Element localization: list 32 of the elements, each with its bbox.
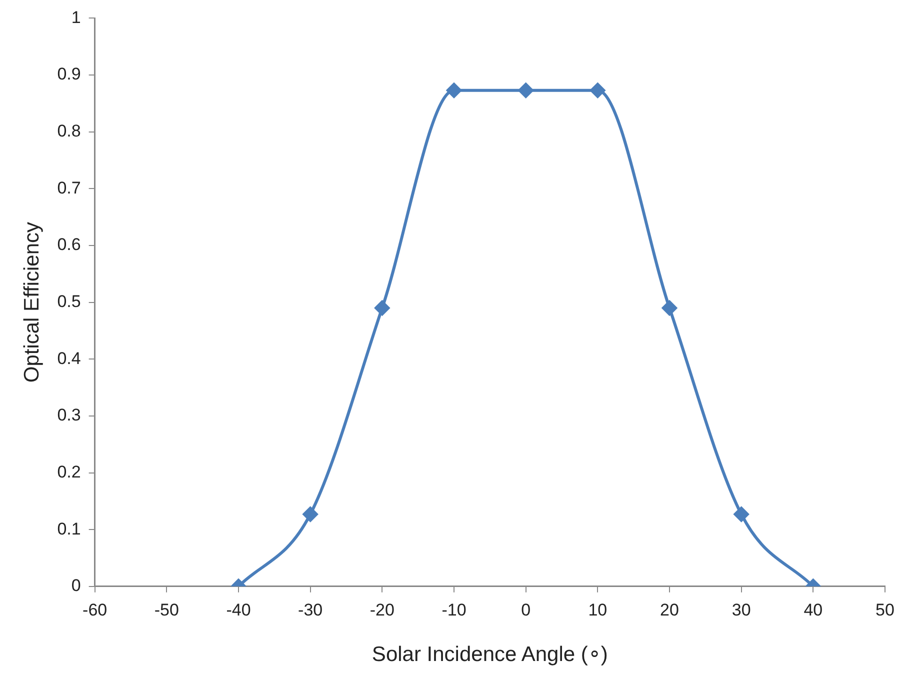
x-tick-label: 50 xyxy=(876,600,894,620)
x-tick-label: -60 xyxy=(82,600,108,620)
x-tick-label: -50 xyxy=(154,600,179,620)
y-tick-label: 1 xyxy=(71,8,81,27)
x-tick-label: -40 xyxy=(226,600,251,620)
point xyxy=(734,506,749,522)
y-tick-label: 0.2 xyxy=(57,462,81,482)
y-tick-label: 0.5 xyxy=(57,292,81,311)
x-tick-label: -20 xyxy=(370,600,394,620)
point xyxy=(518,82,534,98)
point xyxy=(374,300,390,316)
x-tick-label: 10 xyxy=(588,600,608,620)
y-axis-title: Optical Efficiency xyxy=(20,221,44,383)
x-axis-title: Solar Incidence Angle (∘) xyxy=(372,643,608,666)
x-tick-label: 0 xyxy=(521,600,531,620)
point xyxy=(590,82,606,98)
y-tick-label: 0.1 xyxy=(57,519,81,538)
x-tick-label: -10 xyxy=(442,600,466,620)
y-tick-label: 0.6 xyxy=(57,235,81,254)
y-tick-label: 0.8 xyxy=(57,122,81,141)
x-tick-label: -30 xyxy=(298,600,323,620)
y-tick-label: 0 xyxy=(71,576,81,596)
point xyxy=(662,300,677,316)
y-tick-label: 0.7 xyxy=(57,178,81,198)
point xyxy=(302,506,318,522)
x-tick-label: 30 xyxy=(732,600,751,620)
y-tick-label: 0.4 xyxy=(57,348,81,368)
point xyxy=(446,82,462,98)
x-tick-label: 20 xyxy=(660,600,679,620)
y-tick-label: 0.3 xyxy=(57,406,81,425)
x-tick-label: 40 xyxy=(804,600,823,620)
y-tick-label: 0.9 xyxy=(57,64,81,84)
